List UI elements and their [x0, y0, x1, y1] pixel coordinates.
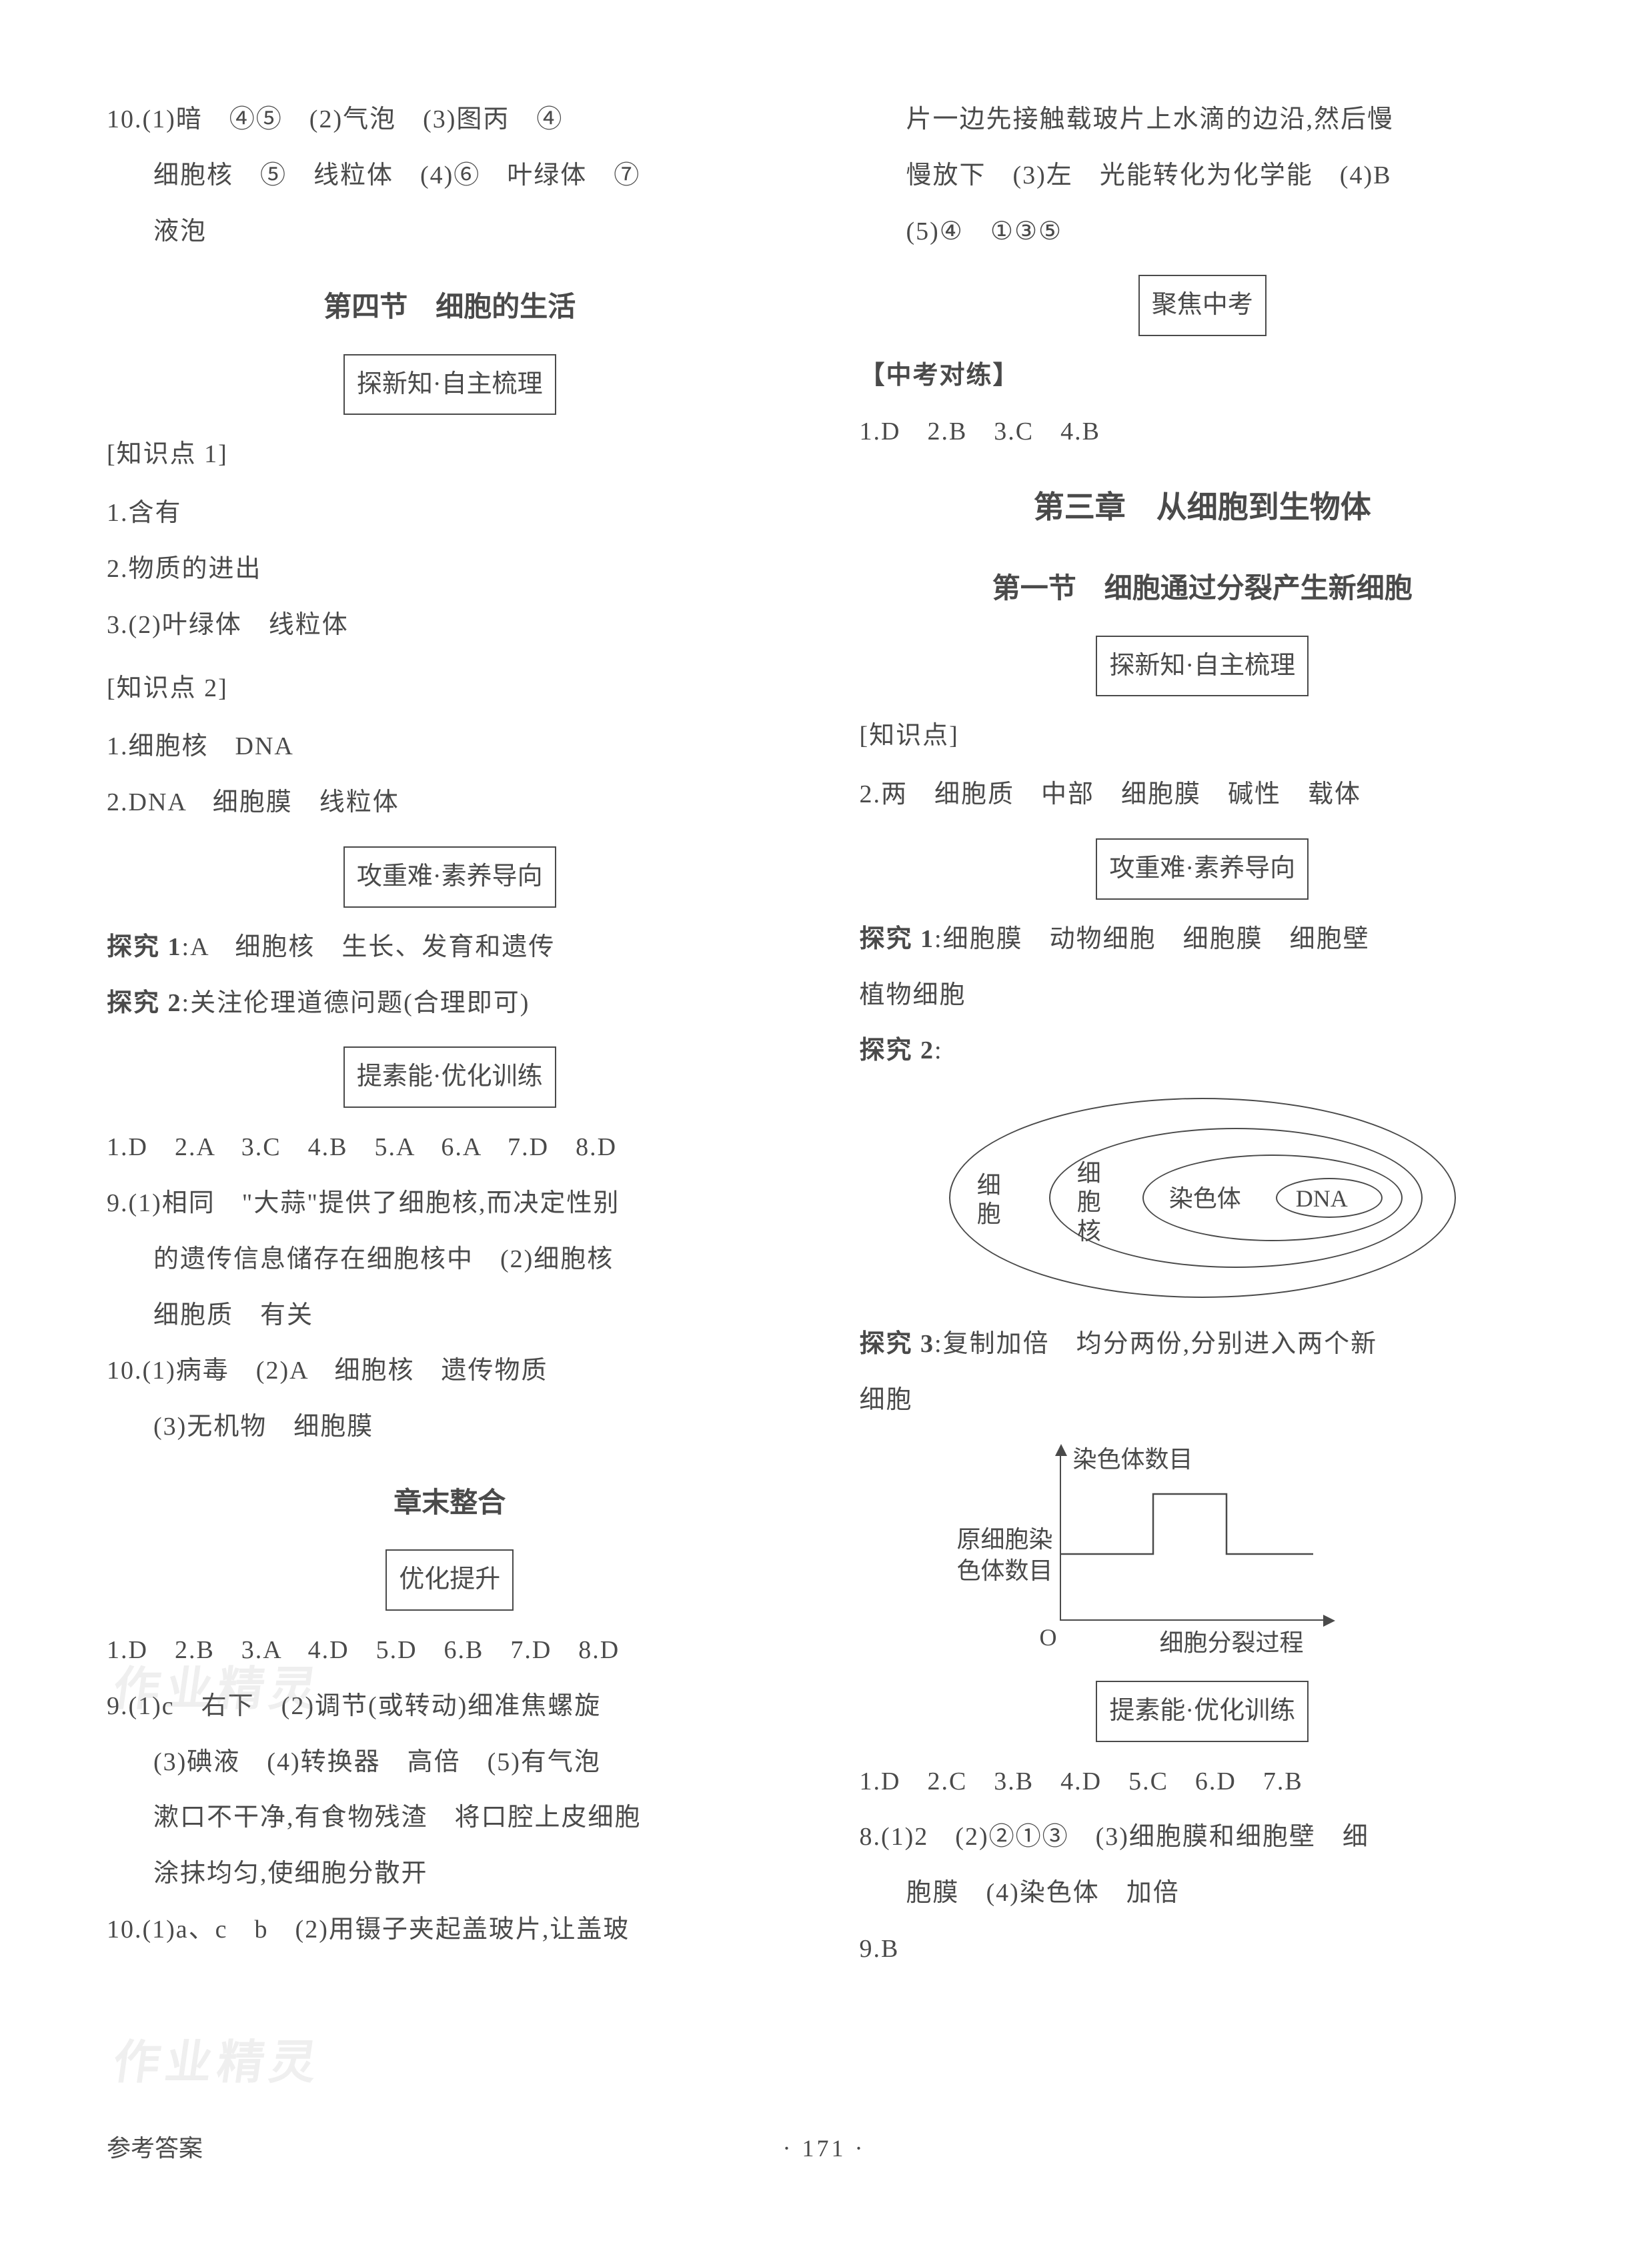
label-dna: DNA: [1296, 1185, 1348, 1213]
text-line: 液泡: [107, 205, 793, 259]
text-line: 胞膜 (4)染色体 加倍: [860, 1867, 1546, 1920]
boxed-heading-text: 攻重难·素养导向: [1096, 838, 1309, 900]
label-cell: 细胞: [976, 1171, 1002, 1229]
chapter-end-title: 章末整合: [107, 1474, 793, 1533]
boxed-heading: 攻重难·素养导向: [107, 846, 793, 908]
boxed-heading-text: 探新知·自主梳理: [343, 354, 556, 416]
boxed-heading-text: 优化提升: [385, 1549, 514, 1611]
footer-spacer: [1445, 2124, 1545, 2174]
answer-row: 1.D 2.C 3.B 4.D 5.C 6.D 7.B: [860, 1755, 1546, 1809]
boxed-heading: 攻重难·素养导向: [860, 838, 1546, 900]
text-line: 9.(1)c 右下 (2)调节(或转动)细准焦螺旋: [107, 1680, 793, 1733]
page-footer: 参考答案 · 171 ·: [107, 2124, 1545, 2174]
text-line: 9.B: [860, 1923, 1546, 1976]
x-axis-label: 细胞分裂过程: [1160, 1627, 1304, 1659]
text-line: 10.(1)a、c b (2)用镊子夹起盖玻片,让盖玻: [107, 1904, 793, 1957]
boxed-heading-text: 探新知·自主梳理: [1096, 636, 1309, 697]
text-line: 1.细胞核 DNA: [107, 720, 793, 774]
text-line: 的遗传信息储存在细胞核中 (2)细胞核: [107, 1233, 793, 1287]
text-line: (3)无机物 细胞膜: [107, 1401, 793, 1454]
answer-row: 1.D 2.A 3.C 4.B 5.A 6.A 7.D 8.D: [107, 1121, 793, 1175]
boxed-heading: 聚焦中考: [860, 275, 1546, 336]
step-polyline: [1061, 1494, 1313, 1554]
section-title: 第一节 细胞通过分裂产生新细胞: [860, 560, 1546, 618]
boxed-heading-text: 攻重难·素养导向: [343, 846, 556, 908]
boxed-heading: 提素能·优化训练: [860, 1681, 1546, 1742]
page-content: 10.(1)暗 ④⑤ (2)气泡 (3)图丙 ④ 细胞核 ⑤ 线粒体 (4)⑥ …: [107, 93, 1545, 1979]
boxed-heading-text: 聚焦中考: [1138, 275, 1267, 336]
text-line: 2.物质的进出: [107, 543, 793, 596]
boxed-heading: 优化提升: [107, 1549, 793, 1611]
knowledge-point-heading: [知识点 2]: [107, 662, 793, 716]
answer-row: 1.D 2.B 3.A 4.D 5.D 6.B 7.D 8.D: [107, 1624, 793, 1677]
knowledge-point-heading: [知识点]: [860, 710, 1546, 763]
right-column: 片一边先接触载玻片上水滴的边沿,然后慢 慢放下 (3)左 光能转化为化学能 (4…: [860, 93, 1546, 1979]
text-line: 探究 1:细胞膜 动物细胞 细胞膜 细胞壁: [860, 913, 1546, 966]
watermark: 作业精灵: [107, 2014, 329, 2112]
text-line: 2.DNA 细胞膜 线粒体: [107, 776, 793, 830]
label-chromosome: 染色体: [1169, 1185, 1241, 1213]
text-line: (3)碘液 (4)转换器 高倍 (5)有气泡: [107, 1736, 793, 1789]
text-line: 漱口不干净,有食物残渣 将口腔上皮细胞: [107, 1791, 793, 1845]
section-title: 第四节 细胞的生活: [107, 278, 793, 337]
text-line: 探究 3:复制加倍 均分两份,分别进入两个新: [860, 1318, 1546, 1371]
text-line: 8.(1)2 (2)②①③ (3)细胞膜和细胞壁 细: [860, 1811, 1546, 1864]
y-axis-label: 原细胞染色体数目: [913, 1524, 1053, 1587]
text-line: (5)④ ①③⑤: [860, 205, 1546, 259]
text-line: 探究 2:关注伦理道德问题(合理即可): [107, 977, 793, 1030]
text-line: 细胞核 ⑤ 线粒体 (4)⑥ 叶绿体 ⑦: [107, 149, 793, 203]
boxed-heading: 提素能·优化训练: [107, 1046, 793, 1108]
text-line: 10.(1)病毒 (2)A 细胞核 遗传物质: [107, 1345, 793, 1398]
boxed-heading: 探新知·自主梳理: [107, 354, 793, 416]
text-line: 片一边先接触载玻片上水滴的边沿,然后慢: [860, 93, 1546, 147]
text-line: 细胞质 有关: [107, 1289, 793, 1343]
cell-nesting-diagram: 细胞 细胞核 染色体 DNA: [949, 1098, 1456, 1298]
text-line: 植物细胞: [860, 969, 1546, 1022]
text-line: 涂抹均匀,使细胞分散开: [107, 1847, 793, 1901]
text-line: 细胞: [860, 1374, 1546, 1427]
text-line: 探究 1:A 细胞核 生长、发育和遗传: [107, 921, 793, 974]
text-line: 1.含有: [107, 487, 793, 540]
answer-row: 1.D 2.B 3.C 4.B: [860, 406, 1546, 459]
label-nucleus: 细胞核: [1076, 1159, 1102, 1246]
origin-label: O: [1040, 1622, 1057, 1653]
text-line: 2.两 细胞质 中部 细胞膜 碱性 载体: [860, 768, 1546, 822]
boxed-heading: 探新知·自主梳理: [860, 636, 1546, 697]
text-line: 9.(1)相同 "大蒜"提供了细胞核,而决定性别: [107, 1177, 793, 1231]
y-axis-title: 染色体数目: [1073, 1444, 1193, 1475]
chapter-title: 第三章 从细胞到生物体: [860, 476, 1546, 540]
exam-practice-heading: 【中考对练】: [860, 349, 1546, 403]
left-column: 10.(1)暗 ④⑤ (2)气泡 (3)图丙 ④ 细胞核 ⑤ 线粒体 (4)⑥ …: [107, 93, 793, 1979]
text-line: 10.(1)暗 ④⑤ (2)气泡 (3)图丙 ④: [107, 93, 793, 147]
text-line: 慢放下 (3)左 光能转化为化学能 (4)B: [860, 149, 1546, 203]
chromosome-count-chart: 染色体数目 原细胞染色体数目 O 细胞分裂过程: [913, 1447, 1347, 1661]
boxed-heading-text: 提素能·优化训练: [1096, 1681, 1309, 1742]
page-number: · 171 ·: [783, 2124, 866, 2174]
footer-left: 参考答案: [107, 2124, 203, 2174]
text-line: 探究 2:: [860, 1024, 1546, 1078]
text-line: 3.(2)叶绿体 线粒体: [107, 599, 793, 652]
knowledge-point-heading: [知识点 1]: [107, 428, 793, 482]
boxed-heading-text: 提素能·优化训练: [343, 1046, 556, 1108]
